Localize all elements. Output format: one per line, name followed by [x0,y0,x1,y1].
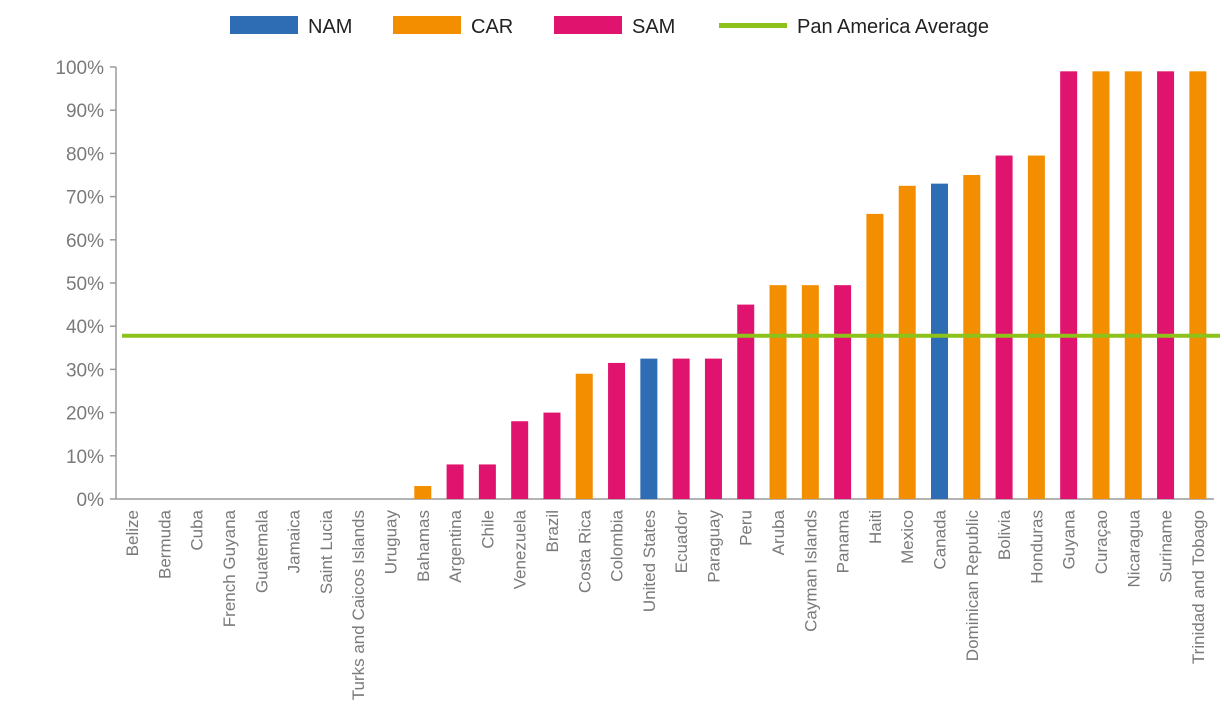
bar-trinidad-and-tobago [1189,71,1207,499]
bar-chile [478,464,496,499]
bar-argentina [446,464,464,499]
x-tick-label: Suriname [1157,510,1176,583]
y-tick-label: 90% [66,101,104,122]
legend-swatch [719,23,787,28]
bar-paraguay [704,358,722,499]
y-tick-label: 0% [77,490,105,511]
bar-ecuador [672,358,690,499]
x-tick-label: Chile [478,510,497,549]
x-tick-label: Saint Lucia [317,509,336,594]
x-tick-label: Belize [123,510,142,556]
y-tick-label: 100% [55,58,104,79]
legend-label: CAR [471,16,513,38]
bar-suriname [1157,71,1175,499]
x-tick-label: Peru [737,510,756,546]
legend-label: SAM [632,16,675,38]
legend-swatch [230,16,298,34]
legend: NAM CAR SAM Pan America Average [230,16,989,38]
bar-guyana [1060,71,1078,499]
x-tick-label: Ecuador [672,510,691,574]
y-tick-label: 60% [66,231,104,252]
bar-cura-ao [1092,71,1110,499]
x-tick-label: Guyana [1060,509,1079,569]
x-tick-label: Costa Rica [575,509,594,593]
x-tick-label: Paraguay [704,510,723,583]
y-tick-label: 80% [66,144,104,165]
bar-colombia [608,362,626,499]
x-tick-label: Aruba [769,509,788,555]
x-tick-label: Canada [931,509,950,569]
legend-label: NAM [308,16,352,38]
bar-venezuela [511,421,529,499]
bar-canada [931,183,948,499]
bar-honduras [1027,155,1045,499]
bar-costa-rica [575,373,593,499]
bars [414,71,1207,500]
x-tick-label: Turks and Caicos Islands [349,510,368,700]
x-tick-label: United States [640,510,659,612]
bar-peru [737,304,755,499]
bar-nicaragua [1124,71,1142,499]
bar-cayman-islands [801,285,819,499]
x-tick-label: Cayman Islands [801,510,820,632]
x-tick-label: Colombia [608,509,627,581]
x-tick-label: Dominican Republic [963,510,982,662]
bar-haiti [866,213,884,499]
x-tick-label: Brazil [543,510,562,553]
x-tick-label: Nicaragua [1124,509,1143,587]
bar-bahamas [414,486,432,499]
y-tick-label: 10% [66,447,104,468]
x-tick-label: Cuba [188,509,207,550]
bar-brazil [543,412,561,499]
x-tick-label: Curaçao [1092,510,1111,574]
bar-panama [834,285,852,499]
y-axis-ticks: 0% 10% 20% 30% 40% 50% 60% 70% 80% 90% 100% [55,58,116,511]
x-tick-label: Bermuda [155,509,174,579]
x-tick-label: Trinidad and Tobago [1189,510,1208,664]
y-tick-label: 30% [66,360,104,381]
x-tick-label: French Guyana [220,509,239,627]
bar-bolivia [995,155,1013,499]
legend-swatch [393,16,461,34]
x-tick-label: Uruguay [382,510,401,575]
bar-mexico [898,185,916,500]
legend-label: Pan America Average [797,16,989,38]
y-tick-label: 70% [66,188,104,209]
x-tick-label: Mexico [898,510,917,564]
x-tick-label: Honduras [1027,510,1046,584]
x-tick-label: Panama [834,509,853,573]
bar-aruba [769,285,787,499]
x-tick-label: Argentina [446,509,465,582]
y-tick-label: 20% [66,404,104,425]
x-tick-label: Jamaica [285,509,304,573]
bar-united-states [640,358,658,499]
x-tick-label: Venezuela [511,509,530,589]
x-tick-label: Bahamas [414,510,433,582]
x-tick-label: Guatemala [252,509,271,593]
y-tick-label: 40% [66,317,104,338]
legend-swatch [554,16,622,34]
y-tick-label: 50% [66,274,104,295]
x-tick-label: Haiti [866,510,885,544]
x-tick-label: Bolivia [995,509,1014,560]
x-axis-labels: Belize Bermuda Cuba French Guyana Guatemala J… [123,509,1208,700]
